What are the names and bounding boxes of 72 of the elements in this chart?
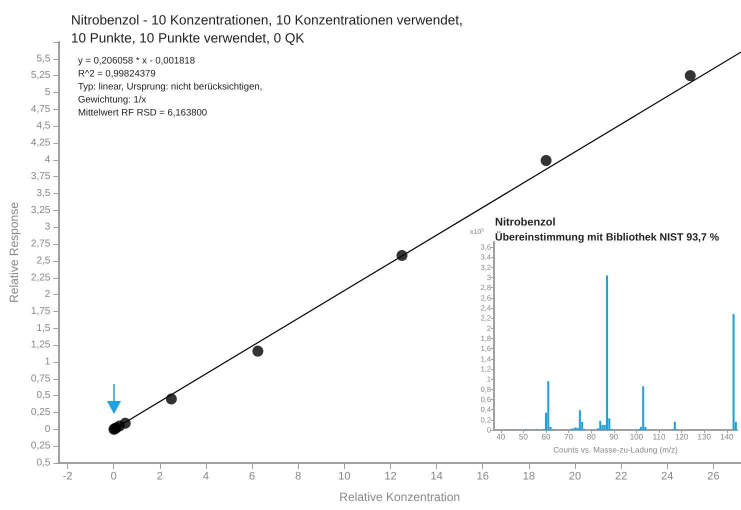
y-tick-label: 5,25: [30, 70, 51, 82]
x-tick-label: 130: [698, 432, 712, 442]
x-tick-label: 120: [674, 432, 689, 442]
x-tick-label: 24: [661, 470, 674, 482]
x-axis-title: Counts vs. Masse-zu-Ladung (m/z): [553, 445, 678, 454]
y-tick-label: 4,25: [30, 138, 51, 149]
x-tick-label: 18: [522, 470, 535, 482]
x-tick-label: 20: [568, 470, 582, 482]
y-tick-label: 2,25: [30, 272, 51, 284]
y-axis-title: Relative Response: [7, 202, 21, 303]
annotation: Gewichtung: 1/x: [78, 94, 146, 106]
y-tick-label: 2,75: [30, 238, 51, 250]
y-tick-label: 1,5: [36, 322, 51, 334]
bar: [606, 276, 608, 430]
annotation: y = 0,206058 * x - 0,001818: [78, 56, 195, 66]
y-tick-label: 0,25: [30, 440, 51, 452]
chart-title: Nitrobenzol - 10 Konzentrationen, 10 Konzentrationen verwendet, 10 Punkte, 10 Punkte verwendet, 0 QK: [71, 12, 467, 46]
bar: [547, 381, 550, 430]
y-tick-label: 0,75: [30, 373, 51, 384]
x-tick-label: 80: [586, 432, 596, 442]
x-tick-label: 60: [542, 432, 551, 442]
y-tick-label: 3: [44, 222, 51, 233]
x-tick-label: 16: [476, 470, 489, 482]
x-tick-label: 8: [295, 470, 302, 482]
y-tick-label: 1,75: [30, 306, 51, 317]
x-tick-label: 40: [496, 432, 506, 442]
bar: [578, 410, 581, 430]
x-tick-label: 12: [384, 470, 397, 482]
annotation: Mittelwert RF RSD = 6,163800: [78, 108, 208, 118]
x-tick-label: 100: [630, 432, 644, 442]
x-tick-label: 26: [707, 470, 720, 482]
y-tick-label: 4,5: [36, 120, 51, 132]
x-tick-label: 10: [338, 470, 350, 482]
y-tick-label: 2,5: [36, 255, 51, 266]
x-tick-label: 90: [609, 432, 619, 442]
chart-title: Nitrobenzol: [495, 216, 556, 228]
y-tick-label: 5: [44, 87, 51, 98]
annotation: Typ: linear, Ursprung: nicht berücksichtigen,: [78, 82, 262, 92]
x-tick-label: 140: [720, 432, 734, 442]
annotation: R^2 = 0,99824379: [78, 68, 156, 80]
bar: [674, 422, 676, 430]
y-tick-label: 0,5: [36, 390, 51, 402]
x-tick-label: 4: [202, 470, 210, 482]
y-tick-label: 2: [44, 289, 51, 300]
x-tick-label: 2: [156, 470, 163, 482]
y-tick-label: 1,25: [30, 340, 51, 351]
y-tick-label: 4: [44, 154, 51, 166]
point: [684, 70, 696, 82]
x-tick-label: 14: [430, 470, 443, 482]
chart-subtitle: Übereinstimmung mit Bibliothek NIST 93,7 %: [495, 232, 720, 244]
y-tick-label: 5,5: [36, 53, 51, 64]
bar: [732, 314, 735, 430]
bar: [642, 386, 644, 430]
y-tick-label: 3,5: [36, 188, 51, 200]
y-tick-label: 0,5: [36, 458, 51, 468]
x-tick-label: 110: [652, 432, 666, 442]
y-tick-label: 1: [44, 356, 51, 368]
y-tick-label: 4,75: [30, 104, 51, 115]
y-tick-label: 0,25: [30, 406, 51, 418]
point: [252, 346, 264, 357]
bar: [602, 424, 604, 430]
x-tick-label: 22: [614, 470, 628, 482]
point: [540, 155, 552, 166]
x-tick-label: -2: [62, 470, 72, 482]
x-tick-label: 50: [518, 432, 528, 442]
x-axis-title: Relative Konzentration: [339, 490, 460, 504]
x-tick-label: 70: [564, 432, 574, 442]
y-tick-label: 3,75: [30, 171, 51, 182]
x-tick-label: 6: [249, 470, 256, 482]
bar: [599, 420, 602, 430]
y-tick-label: 3,25: [30, 204, 51, 216]
x-tick-label: 0: [110, 470, 117, 482]
